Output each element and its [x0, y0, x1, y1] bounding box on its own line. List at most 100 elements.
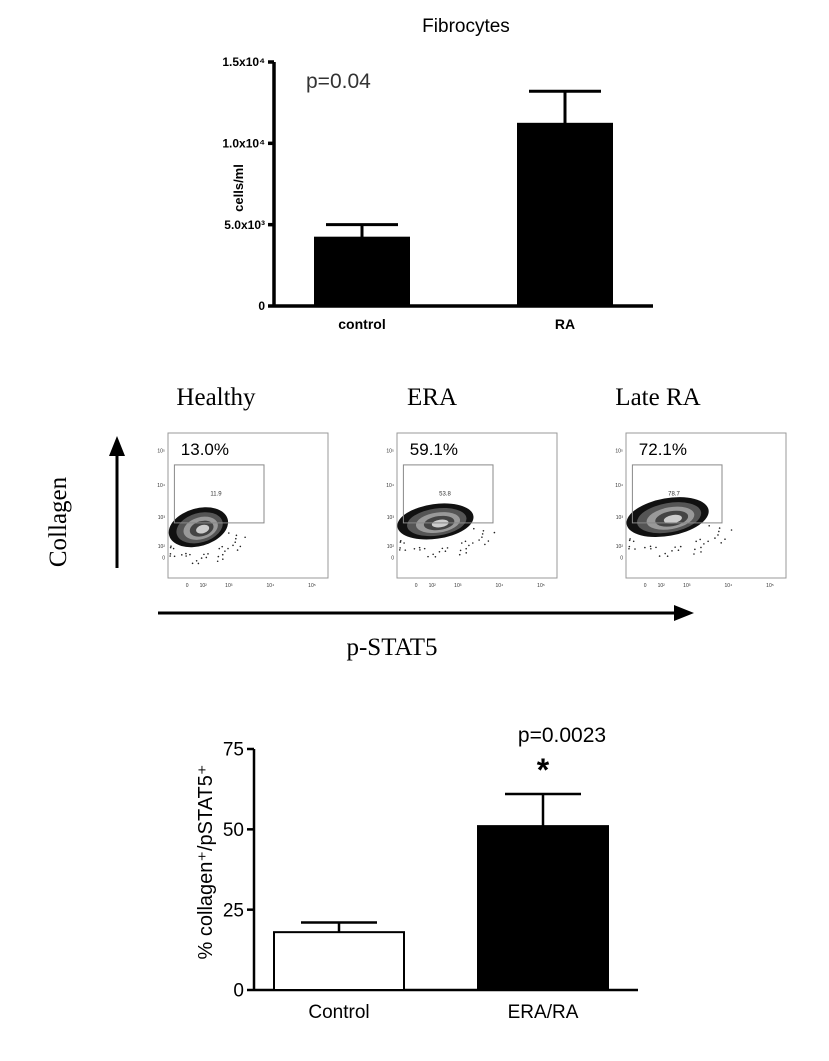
flow-x-tick-label: 10⁴ — [725, 583, 733, 589]
flow-x-tick-label: 10⁵ — [308, 583, 316, 589]
flow-x-tick-label: 10⁴ — [267, 583, 275, 589]
outlier-dot — [468, 544, 470, 547]
flow-x-tick-label: 10³ — [683, 583, 691, 589]
flow-x-tick-label: 10⁴ — [496, 583, 504, 589]
flow-y-tick-label: 10³ — [387, 515, 395, 521]
collagen-pstat5-y-ticks: 0 25 50 75 — [223, 740, 254, 1002]
gate-percent: 13.0% — [181, 440, 229, 459]
flow-x-tick-label: 0 — [644, 583, 647, 589]
y-tick-label: 25 — [223, 900, 244, 921]
outlier-dot — [419, 549, 421, 551]
outlier-dot — [718, 527, 721, 529]
flow-x-tick-label: 10⁵ — [537, 583, 545, 589]
flow-panel-era: ERA 0 10² 10³ 10⁴ 10⁵ 0 10² 10³ 10⁴ 10⁵ 53.8 59.1% — [386, 384, 558, 589]
density-contour — [196, 524, 210, 534]
outlier-dot — [432, 553, 434, 556]
outlier-dot — [418, 546, 421, 549]
outlier-dot — [459, 549, 462, 552]
flow-y-tick-label: 10² — [616, 544, 624, 550]
bar-ra — [517, 122, 613, 307]
flow-panel-title: Healthy — [176, 384, 256, 411]
outlier-dot — [674, 546, 676, 548]
fibrocytes-title: Fibrocytes — [422, 16, 510, 37]
collagen-pstat5-p-value: p=0.0023 — [518, 724, 606, 747]
flow-cytometry-section: Collagen p-STAT5 Healthy 0 10² 10³ 10⁴ 10⁵ 0 10… — [45, 384, 787, 661]
outlier-dot — [703, 543, 705, 545]
outlier-dot — [205, 556, 208, 559]
outlier-dot — [423, 547, 426, 550]
outlier-dot — [403, 542, 405, 544]
flow-y-tick-label: 10⁵ — [386, 448, 394, 454]
gate-value: 11.9 — [210, 491, 222, 497]
outlier-dot — [228, 532, 230, 534]
flow-y-tick-label: 10³ — [616, 515, 624, 521]
outlier-dot — [465, 547, 467, 550]
outlier-dot — [730, 529, 733, 531]
outlier-dot — [677, 549, 680, 552]
density-contour — [431, 519, 449, 528]
flow-y-tick-label: 10⁴ — [386, 483, 394, 489]
fibrocytes-x-labels: control RA — [338, 316, 575, 332]
outlier-dot — [679, 545, 682, 548]
outlier-dot — [446, 547, 449, 549]
outlier-dot — [644, 546, 646, 549]
outlier-dot — [399, 541, 402, 543]
x-category-label: Control — [308, 1002, 369, 1023]
fibrocytes-y-ticks: 0 5.0x10³ 1.0x10⁴ 1.5x10⁴ — [222, 55, 274, 313]
outlier-dot — [189, 553, 191, 556]
outlier-dot — [487, 540, 490, 542]
flow-panel-healthy: Healthy 0 10² 10³ 10⁴ 10⁵ 0 10² 10³ 10⁴ 10⁵ 11.9 13.… — [157, 384, 329, 589]
outlier-dot — [700, 551, 702, 553]
x-category-label: RA — [555, 316, 575, 332]
fibrocytes-bars — [314, 89, 613, 307]
outlier-dot — [632, 540, 635, 543]
outlier-dot — [398, 549, 401, 551]
significance-asterisk: * — [537, 752, 550, 788]
fibrocytes-chart: Fibrocytes p=0.04 cells/ml 0 5.0x10³ 1.0x1… — [222, 16, 653, 332]
flow-panel-late-ra: Late RA 0 10² 10³ 10⁴ 10⁵ 0 10² 10³ 10⁴ 10⁵ 78.7 72.… — [615, 384, 787, 589]
outlier-dot — [224, 550, 226, 552]
outlier-dot — [629, 538, 631, 540]
pstat5-axis-label: p-STAT5 — [346, 634, 437, 661]
outlier-dot — [458, 553, 461, 556]
gate-percent: 72.1% — [639, 440, 687, 459]
x-category-label: ERA/RA — [508, 1002, 579, 1023]
outlier-dot — [195, 559, 198, 562]
outlier-dot — [658, 555, 661, 557]
outlier-dot — [649, 545, 652, 548]
collagen-pstat5-chart: p=0.0023 * % collagen⁺/pSTAT5⁺ 0 25 50 75 C… — [195, 724, 638, 1023]
outlier-dot — [493, 531, 496, 534]
outlier-dot — [227, 547, 229, 550]
outlier-dot — [655, 546, 657, 549]
outlier-dot — [169, 553, 172, 555]
outlier-dot — [707, 540, 709, 543]
outlier-dot — [207, 553, 209, 555]
outlier-dot — [628, 545, 631, 548]
outlier-dot — [708, 525, 710, 527]
outlier-dot — [191, 562, 194, 565]
outlier-dot — [481, 533, 484, 535]
outlier-dot — [169, 555, 171, 557]
outlier-dot — [434, 555, 437, 558]
gate-value: 78.7 — [668, 491, 680, 497]
outlier-dot — [650, 547, 652, 550]
flow-plot-frame — [167, 432, 329, 579]
outlier-dot — [700, 546, 702, 549]
outlier-dot — [173, 555, 176, 558]
outlier-dot — [180, 554, 183, 556]
outlier-dot — [413, 547, 416, 550]
outlier-dot — [694, 548, 696, 551]
outlier-dot — [217, 555, 220, 558]
fibrocytes-y-axis-label: cells/ml — [231, 164, 246, 212]
flow-y-tick-label: 10² — [387, 544, 395, 550]
gate-value: 53.8 — [439, 491, 451, 497]
outlier-dot — [664, 552, 666, 555]
outlier-dot — [244, 536, 246, 539]
outlier-dot — [200, 557, 203, 559]
flow-y-tick-label: 10⁴ — [157, 483, 165, 489]
outlier-dot — [628, 547, 630, 550]
flow-y-tick-label: 10⁵ — [157, 448, 165, 454]
outlier-dot — [464, 540, 467, 543]
flow-y-tick-label: 0 — [162, 556, 165, 562]
outlier-dot — [441, 547, 444, 550]
